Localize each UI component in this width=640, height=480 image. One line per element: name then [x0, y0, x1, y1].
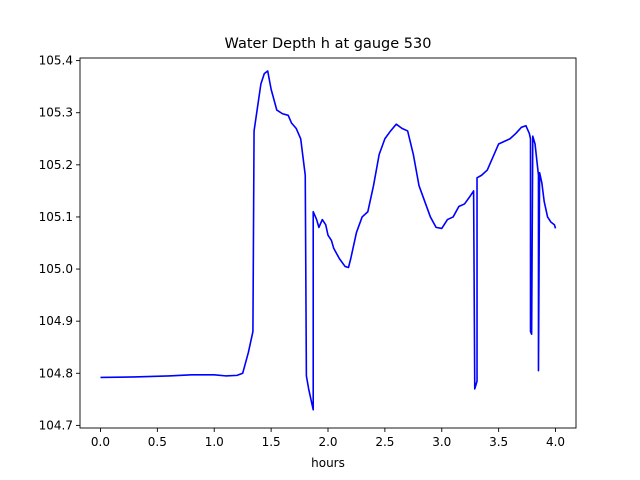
x-tick-label: 4.0	[546, 435, 565, 449]
x-tick-label: 0.5	[148, 435, 167, 449]
x-tick-label: 0.0	[91, 435, 110, 449]
y-tick-label: 105.4	[39, 54, 73, 68]
y-tick-label: 104.8	[39, 366, 73, 380]
x-tick-label: 1.5	[262, 435, 281, 449]
y-axis: 104.7 104.8 104.9 105.0 105.1 105.2 105.3 105.4	[39, 54, 80, 432]
y-tick-label: 104.9	[39, 314, 73, 328]
x-tick-label: 3.0	[432, 435, 451, 449]
y-tick-label: 104.7	[39, 418, 73, 432]
x-tick-label: 1.0	[205, 435, 224, 449]
chart-title: Water Depth h at gauge 530	[225, 36, 432, 52]
x-tick-label: 2.5	[375, 435, 394, 449]
x-axis-title: hours	[311, 456, 345, 470]
y-tick-label: 105.3	[39, 106, 73, 120]
series-line	[100, 70, 557, 411]
y-tick-label: 105.2	[39, 158, 73, 172]
x-axis: 0.0 0.5 1.0 1.5 2.0 2.5 3.0 3.5 4.0	[91, 428, 565, 449]
x-tick-label: 2.0	[318, 435, 337, 449]
x-tick-label: 3.5	[489, 435, 508, 449]
y-tick-label: 105.0	[39, 262, 73, 276]
y-tick-label: 105.1	[39, 210, 73, 224]
